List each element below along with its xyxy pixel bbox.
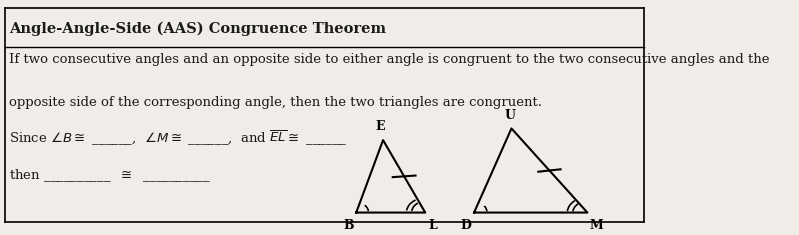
Text: Since $\angle B \cong$ ______,  $\angle M \cong$ ______,  and $\overline{EL} \co: Since $\angle B \cong$ ______, $\angle M… xyxy=(9,129,348,149)
Text: then __________  $\cong$  __________: then __________ $\cong$ __________ xyxy=(9,168,211,184)
Text: opposite side of the corresponding angle, then the two triangles are congruent.: opposite side of the corresponding angle… xyxy=(9,96,543,109)
Text: E: E xyxy=(375,120,384,133)
Text: L: L xyxy=(428,219,437,232)
Text: B: B xyxy=(343,219,354,232)
Text: Angle-Angle-Side (AAS) Congruence Theorem: Angle-Angle-Side (AAS) Congruence Theore… xyxy=(9,22,386,36)
Text: D: D xyxy=(461,219,471,232)
Text: If two consecutive angles and an opposite side to either angle is congruent to t: If two consecutive angles and an opposit… xyxy=(9,53,769,66)
Text: U: U xyxy=(505,109,515,122)
Text: M: M xyxy=(590,219,603,232)
